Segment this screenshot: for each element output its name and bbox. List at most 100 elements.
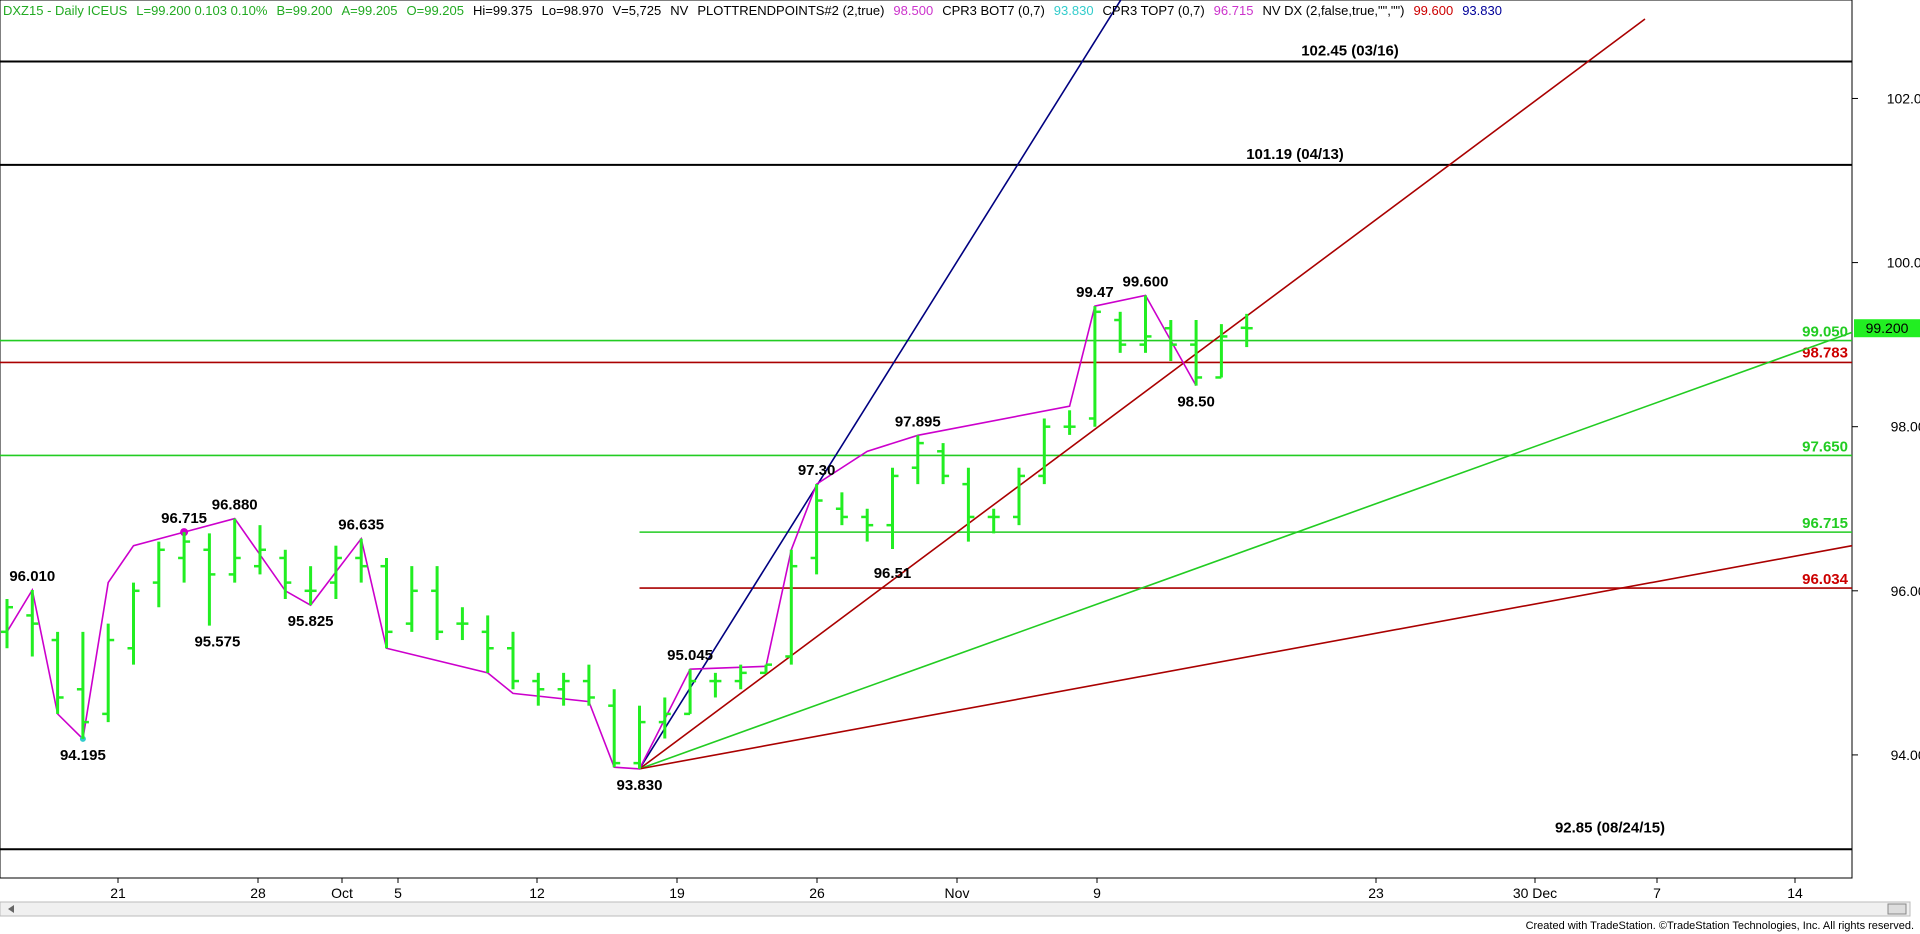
ohlc-bar — [355, 538, 368, 583]
y-tick-label: 96.000 — [1891, 583, 1920, 599]
x-tick-label: 30 Dec — [1513, 885, 1557, 901]
swing-label: 95.045 — [667, 647, 713, 664]
swing-label: 95.825 — [288, 613, 334, 630]
ohlc-bar — [405, 566, 418, 632]
footer-credit: Created with TradeStation. ©TradeStation… — [1525, 920, 1914, 932]
trendline — [639, 18, 1646, 770]
ohlc-bar — [886, 467, 899, 549]
swing-labels: 96.010 94.195 96.715 95.575 96.880 95.825 96.6… — [9, 273, 1215, 793]
ohlc-bar — [608, 689, 621, 768]
x-tick-label: 19 — [669, 885, 685, 901]
ohlc-bar — [178, 532, 191, 583]
x-tick-label: 23 — [1368, 885, 1384, 901]
ohlc-bar — [1013, 467, 1025, 526]
ohlc-bar — [785, 549, 798, 665]
level-label: 102.45 (03/16) — [1301, 43, 1399, 60]
ohlc-bar — [329, 545, 342, 600]
ohlc-bar — [279, 549, 292, 600]
ohlc-bar — [1063, 410, 1076, 435]
ohlc-bar — [1, 599, 13, 649]
header-item: 93.830 — [1054, 3, 1094, 18]
ohlc-bar — [203, 533, 216, 626]
trendline — [638, 0, 1122, 770]
ohlc-bar — [481, 615, 494, 673]
header-item: O=99.205 — [407, 3, 464, 18]
y-tick-label: 94.000 — [1891, 747, 1920, 763]
x-tick-label: 14 — [1787, 885, 1803, 901]
last-price-tag — [1854, 319, 1920, 338]
ohlc-bar — [1164, 320, 1177, 362]
ohlc-bar — [51, 631, 64, 714]
header-item: L=99.200 0.103 0.10% — [136, 3, 268, 18]
header-item: V=5,725 — [612, 3, 661, 18]
swing-label: 93.830 — [617, 777, 663, 794]
swing-label: 96.51 — [874, 565, 912, 582]
ohlc-bar — [633, 705, 646, 769]
ohlc-bar — [76, 631, 89, 739]
header-item: PLOTTRENDPOINTS#2 (2,true) — [697, 3, 884, 18]
header-item: 99.600 — [1413, 3, 1453, 18]
ohlc-bar — [152, 541, 165, 608]
ohlc-bar — [1240, 313, 1253, 348]
ohlc-bar — [1088, 306, 1101, 427]
swing-label: 94.195 — [60, 747, 106, 764]
header-item: CPR3 TOP7 (0,7) — [1103, 3, 1205, 18]
x-tick-label: 12 — [529, 885, 545, 901]
ohlc-bar — [1215, 324, 1228, 379]
ohlc-bar — [431, 566, 444, 641]
swing-polyline — [6, 294, 1197, 770]
level-label: 96.715 — [1802, 515, 1848, 532]
ohlc-bar — [937, 443, 950, 485]
header-item: 93.830 — [1462, 3, 1502, 18]
header-item: 98.500 — [893, 3, 933, 18]
scroll-left-icon[interactable] — [8, 905, 14, 913]
last-price-label: 99.200 — [1866, 320, 1909, 336]
y-tick-label: 102.000 — [1887, 90, 1920, 106]
horizontal-levels: 102.45 (03/16) 101.19 (04/13) 92.85 (08/24… — [0, 43, 1852, 851]
ohlc-bar — [228, 518, 241, 583]
swing-label: 96.635 — [338, 517, 384, 534]
ohlc-bar — [987, 508, 1000, 534]
x-axis: 21 28 Oct 5 12 19 26 Nov 9 23 30 Dec 7 14 — [110, 878, 1803, 901]
trendline — [639, 331, 1853, 770]
ohlc-bar — [1038, 418, 1051, 485]
swing-label: 96.880 — [212, 497, 258, 514]
ohlc-bar — [658, 697, 671, 739]
ohlc-bar — [1114, 311, 1127, 353]
scroll-thumb[interactable] — [1887, 903, 1907, 915]
ohlc-bar — [962, 467, 975, 542]
header-item: Hi=99.375 — [473, 3, 533, 18]
x-tick-label: 28 — [250, 885, 266, 901]
ohlc-bar — [835, 492, 848, 526]
ohlc-bar — [456, 607, 469, 641]
level-label: 97.650 — [1802, 438, 1848, 455]
chart-header: DXZ15 - Daily ICEUS L=99.200 0.103 0.10% B… — [3, 3, 1502, 18]
ohlc-bar — [760, 663, 772, 675]
swing-label: 99.47 — [1076, 284, 1114, 301]
header-item: CPR3 BOT7 (0,7) — [942, 3, 1045, 18]
trendline — [639, 544, 1853, 770]
ohlc-bar — [304, 566, 317, 606]
swing-label: 97.30 — [798, 462, 836, 479]
y-tick-label: 100.000 — [1887, 255, 1920, 271]
ohlc-bar — [709, 672, 722, 698]
swing-label: 99.600 — [1123, 273, 1169, 290]
swing-label: 96.010 — [9, 568, 55, 585]
ohlc-bar — [684, 669, 697, 716]
y-tick-label: 98.000 — [1891, 419, 1920, 435]
horizontal-scrollbar[interactable] — [0, 901, 1911, 917]
y-axis: 94.000 96.000 98.000 100.000 102.000 99.200 — [1852, 90, 1920, 763]
ohlc-bar — [1139, 295, 1152, 353]
x-tick-label: Oct — [331, 885, 353, 901]
ohlc-bar — [861, 508, 874, 542]
swing-label: 95.575 — [194, 634, 240, 651]
x-tick-label: 9 — [1093, 885, 1101, 901]
level-label: 96.034 — [1802, 571, 1849, 588]
swing-label: 97.895 — [895, 413, 941, 430]
price-bars — [1, 295, 1253, 769]
level-label: 98.783 — [1802, 344, 1848, 361]
ohlc-bar — [26, 589, 39, 657]
ohlc-bar — [380, 557, 393, 649]
x-tick-label: Nov — [945, 885, 970, 901]
